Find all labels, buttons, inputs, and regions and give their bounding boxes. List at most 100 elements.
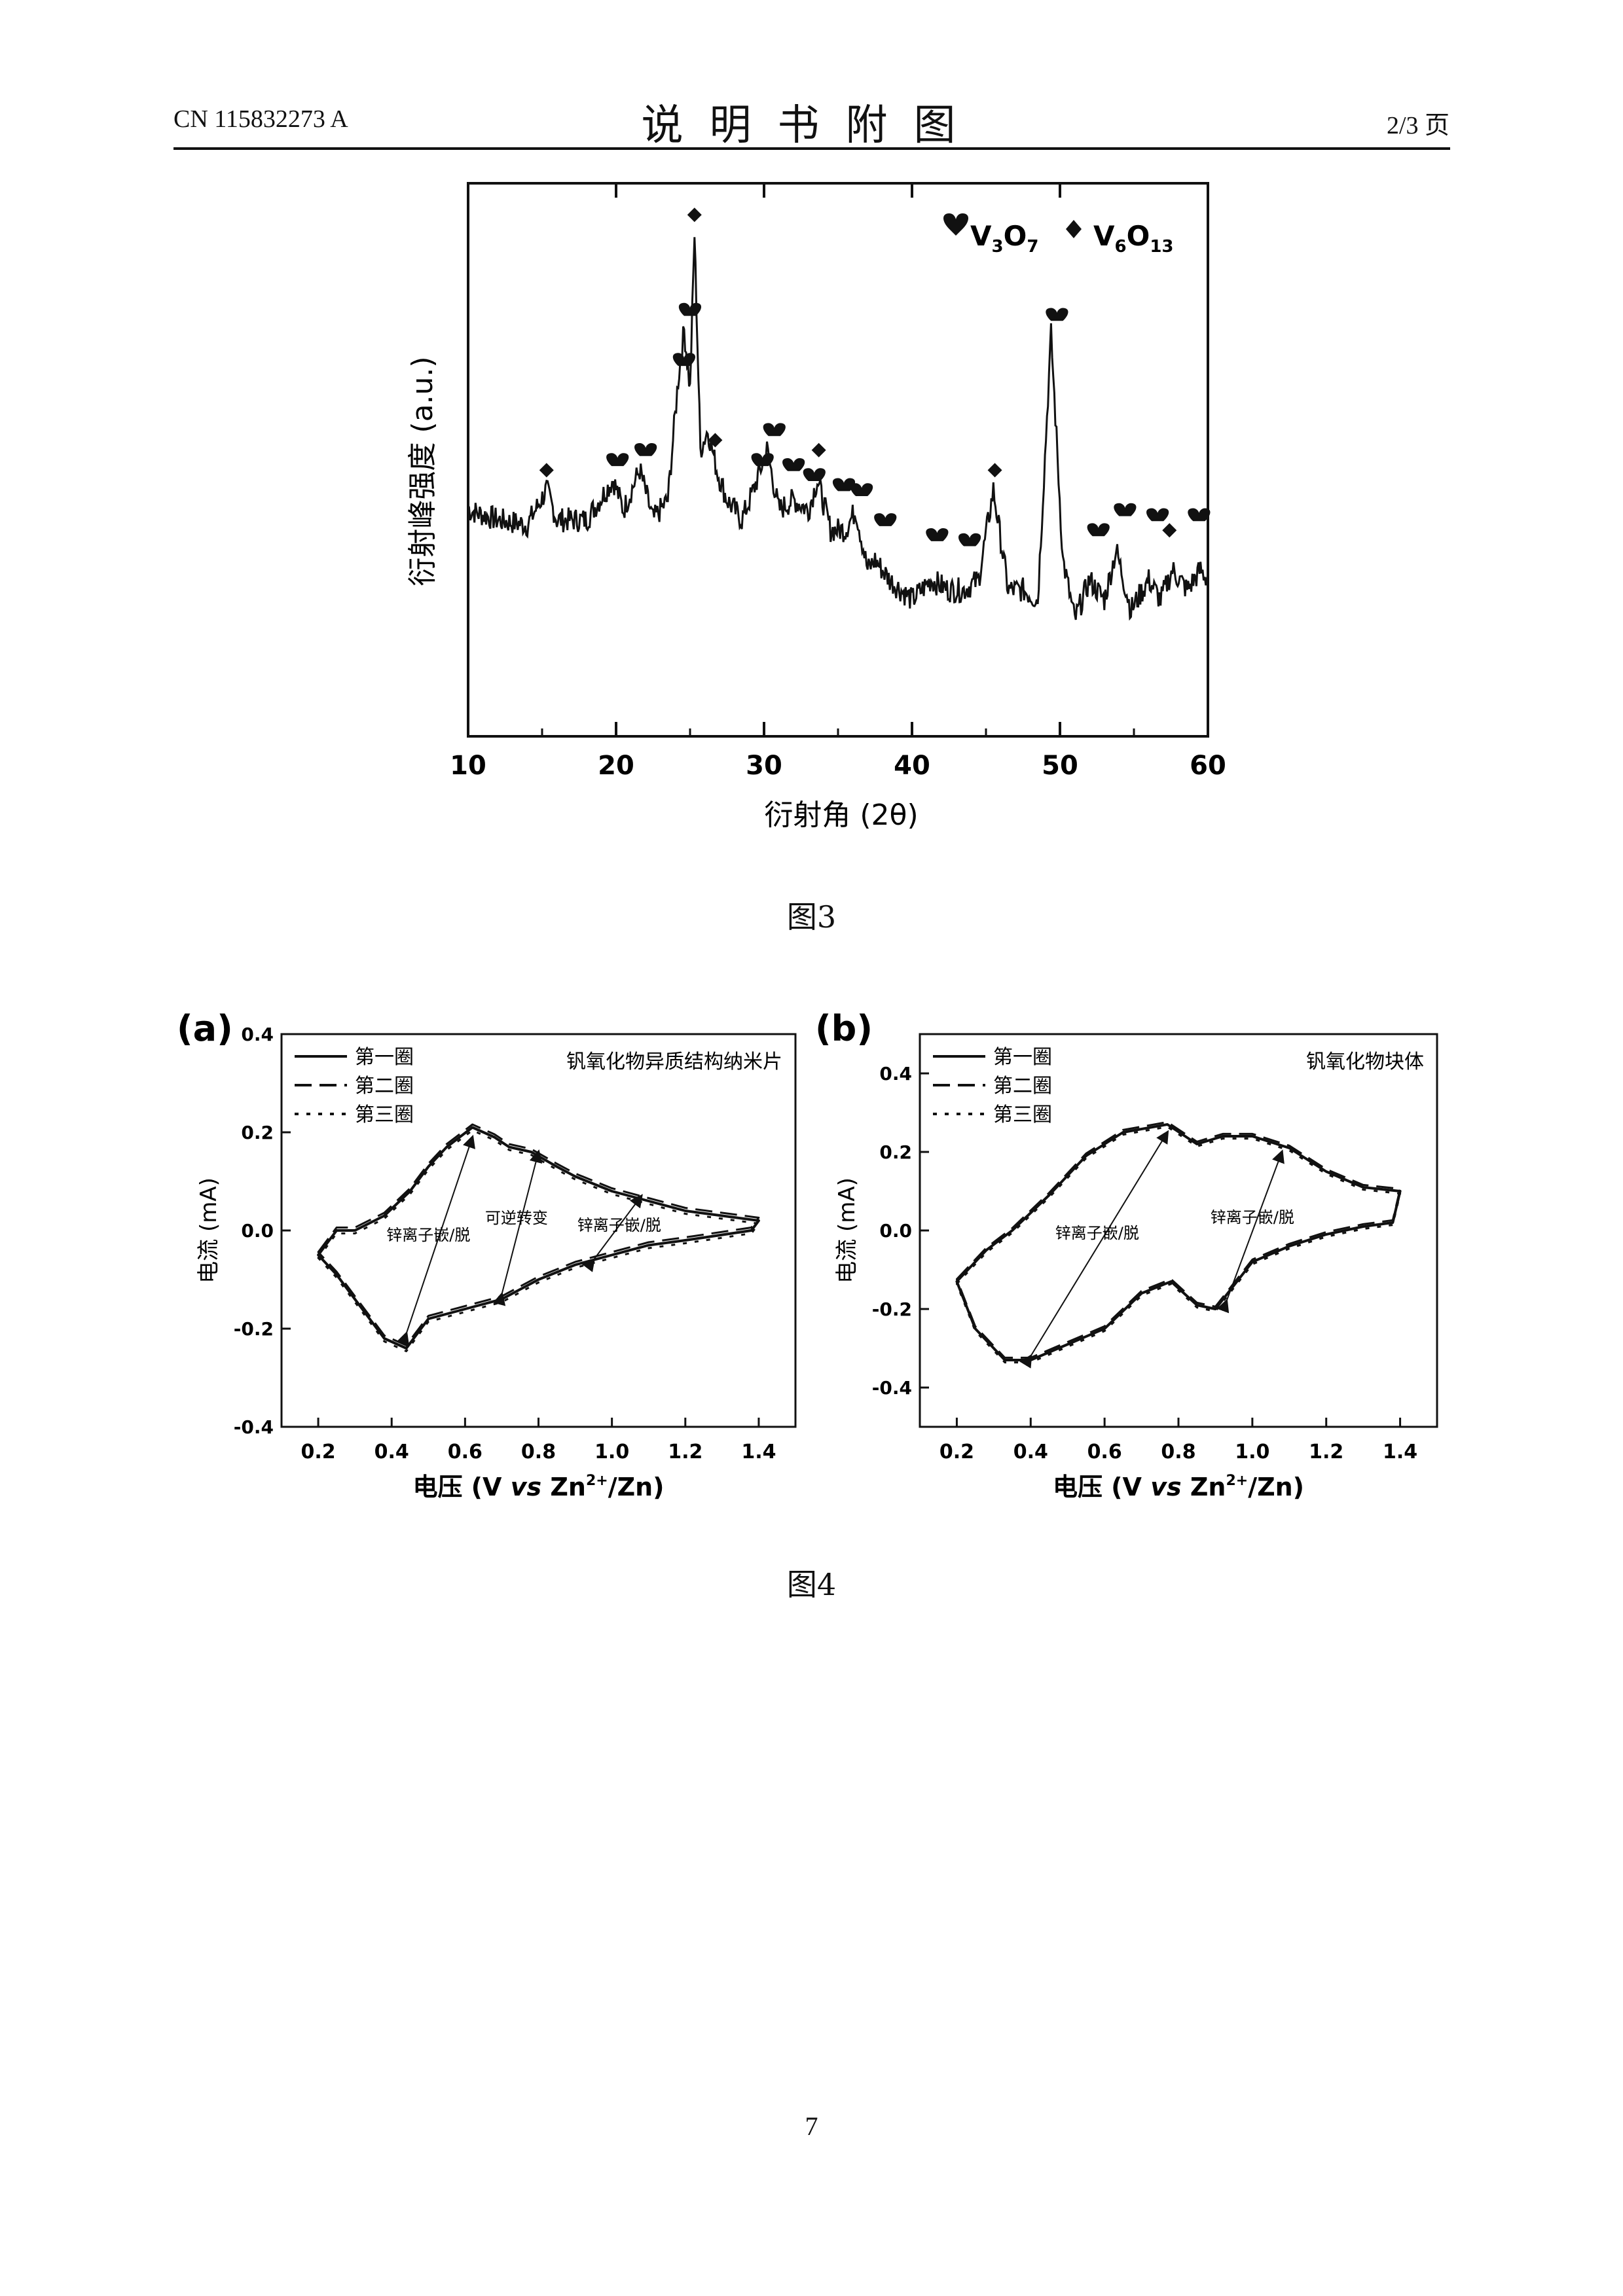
x-axis-label: 电压 (V vs Zn2+/Zn) bbox=[1053, 1473, 1304, 1501]
figure4-caption: 图4 bbox=[786, 1567, 837, 1602]
peak-heart-marker bbox=[1114, 503, 1137, 516]
figure3-caption: 图3 bbox=[786, 899, 837, 935]
peak-heart-marker bbox=[606, 453, 629, 467]
x-tick-label: 50 bbox=[1042, 751, 1078, 781]
x-tick-label: 0.8 bbox=[521, 1441, 556, 1463]
header-rule bbox=[173, 147, 1450, 150]
x-tick-label: 1.4 bbox=[741, 1441, 776, 1463]
panel-label: (a) bbox=[177, 1008, 233, 1049]
y-tick-label: -0.2 bbox=[234, 1318, 274, 1340]
peak-diamond-marker bbox=[811, 442, 826, 457]
x-axis-label-zn: Zn bbox=[541, 1473, 586, 1501]
peak-diamond-marker bbox=[539, 463, 554, 478]
x-tick-label: 40 bbox=[894, 751, 930, 781]
peak-heart-marker bbox=[832, 478, 856, 492]
y-tick-label: -0.2 bbox=[872, 1299, 912, 1320]
peak-heart-marker bbox=[850, 483, 873, 496]
legend-v3o7: V3O7 bbox=[970, 220, 1038, 257]
peak-heart-marker bbox=[803, 468, 826, 482]
y-axis-label: 电流 (mA) bbox=[834, 1177, 860, 1283]
peak-heart-marker bbox=[782, 457, 805, 471]
x-tick-label: 0.2 bbox=[939, 1441, 974, 1463]
x-axis-label: 电压 (V vs Zn2+/Zn) bbox=[412, 1473, 664, 1501]
peak-diamond-marker bbox=[1162, 523, 1177, 538]
y-axis-label: 电流 (mA) bbox=[196, 1177, 222, 1283]
x-tick-label: 1.0 bbox=[1235, 1441, 1269, 1463]
patent-number: CN 115832273 A bbox=[173, 105, 348, 133]
x-tick-label: 0.4 bbox=[374, 1441, 409, 1463]
cv-cycle-1 bbox=[955, 1123, 1402, 1361]
annotation-label: 锌离子嵌/脱 bbox=[577, 1216, 661, 1234]
peak-heart-marker bbox=[958, 533, 981, 547]
panel-title: 钒氧化物块体 bbox=[1306, 1050, 1424, 1073]
page-title: 说明书附图 bbox=[641, 101, 982, 150]
page-of: 2/3 页 bbox=[1386, 112, 1450, 139]
x-tick-label: 0.8 bbox=[1161, 1441, 1195, 1463]
annotation-label: 锌离子嵌/脱 bbox=[1055, 1224, 1139, 1242]
legend-label: 第一圈 bbox=[993, 1046, 1052, 1069]
x-tick-label: 20 bbox=[598, 751, 634, 781]
x-axis-label-sup: 2+ bbox=[586, 1473, 608, 1489]
x-axis-label-vs: vs bbox=[1150, 1473, 1181, 1501]
peak-diamond-marker bbox=[987, 463, 1002, 478]
peak-heart-marker bbox=[672, 353, 696, 367]
y-tick-label: 0.2 bbox=[879, 1141, 912, 1163]
peak-heart-marker bbox=[874, 513, 897, 526]
annotation-label: 可逆转变 bbox=[485, 1209, 548, 1227]
cv-chart-b: 0.2 0.4 0.6 0.8 1.0 1.2 1.4 -0.4 -0.2 0.0 0.2 0.4 (b… bbox=[815, 1008, 1438, 1501]
peak-heart-marker bbox=[763, 423, 786, 437]
x-tick-label: 30 bbox=[746, 751, 782, 781]
x-axis-label-sup: 2+ bbox=[1226, 1473, 1248, 1489]
x-axis-label-main: 电压 (V bbox=[1053, 1473, 1150, 1501]
x-axis-label: 衍射角 (2θ) bbox=[764, 798, 918, 832]
x-tick-label: 0.6 bbox=[1087, 1441, 1122, 1463]
peak-heart-marker bbox=[1146, 508, 1169, 522]
cv-cycle-3 bbox=[955, 1126, 1402, 1364]
legend-diamond-marker bbox=[1066, 220, 1082, 238]
x-tick-label: 10 bbox=[450, 751, 486, 781]
x-axis-label-tail: /Zn) bbox=[608, 1473, 665, 1501]
x-axis-label-vs: vs bbox=[511, 1473, 541, 1501]
annotation-arrow bbox=[1019, 1130, 1169, 1369]
annotation-label: 锌离子嵌/脱 bbox=[386, 1226, 470, 1244]
legend: V3O7 V6O13 bbox=[943, 213, 1174, 257]
peak-heart-marker bbox=[678, 302, 702, 316]
cv-chart-a: 0.2 0.4 0.6 0.8 1.0 1.2 1.4 -0.4 -0.2 0.0 0.2 0.4 (a… bbox=[177, 1008, 797, 1501]
annotation-label: 锌离子嵌/脱 bbox=[1211, 1208, 1294, 1227]
legend-v6o13: V6O13 bbox=[1093, 220, 1174, 257]
x-tick-label: 0.6 bbox=[448, 1441, 483, 1463]
annotation-arrow bbox=[1216, 1149, 1285, 1314]
panel-title: 钒氧化物异质结构纳米片 bbox=[566, 1050, 782, 1073]
x-tick-label: 1.0 bbox=[594, 1441, 629, 1463]
legend-label: 第三圈 bbox=[355, 1103, 414, 1126]
x-tick-label: 1.2 bbox=[668, 1441, 702, 1463]
y-tick-label: 0.4 bbox=[241, 1024, 274, 1045]
cv-cycle-2 bbox=[955, 1121, 1402, 1359]
legend-label: 第一圈 bbox=[355, 1046, 414, 1069]
x-tick-label: 1.2 bbox=[1309, 1441, 1343, 1463]
y-axis-label: 衍射峰强度 (a.u.) bbox=[406, 356, 439, 586]
y-tick-label: 0.2 bbox=[241, 1122, 274, 1143]
peak-heart-marker bbox=[926, 528, 949, 541]
peak-heart-marker bbox=[1188, 508, 1211, 522]
annotation-arrow bbox=[397, 1134, 475, 1346]
xrd-pattern-line bbox=[467, 237, 1209, 621]
x-tick-label: 0.4 bbox=[1013, 1441, 1048, 1463]
legend-label: 第二圈 bbox=[993, 1075, 1052, 1098]
x-axis-label-tail: /Zn) bbox=[1248, 1473, 1304, 1501]
peak-heart-marker bbox=[634, 443, 657, 456]
y-tick-label: -0.4 bbox=[872, 1377, 912, 1399]
panel-label: (b) bbox=[815, 1008, 873, 1049]
y-tick-label: 0.0 bbox=[241, 1220, 274, 1242]
peak-diamond-marker bbox=[687, 207, 702, 223]
peak-heart-marker bbox=[1046, 308, 1068, 321]
peak-heart-marker bbox=[1087, 523, 1110, 537]
x-axis-label-main: 电压 (V bbox=[412, 1473, 510, 1501]
peak-diamond-marker bbox=[708, 433, 723, 448]
x-axis-label-zn: Zn bbox=[1182, 1473, 1226, 1501]
y-tick-label: -0.4 bbox=[234, 1416, 274, 1438]
y-tick-label: 0.4 bbox=[879, 1063, 912, 1085]
x-tick-label: 1.4 bbox=[1383, 1441, 1417, 1463]
annotation-arrow bbox=[582, 1194, 643, 1272]
legend-label: 第二圈 bbox=[355, 1075, 414, 1098]
